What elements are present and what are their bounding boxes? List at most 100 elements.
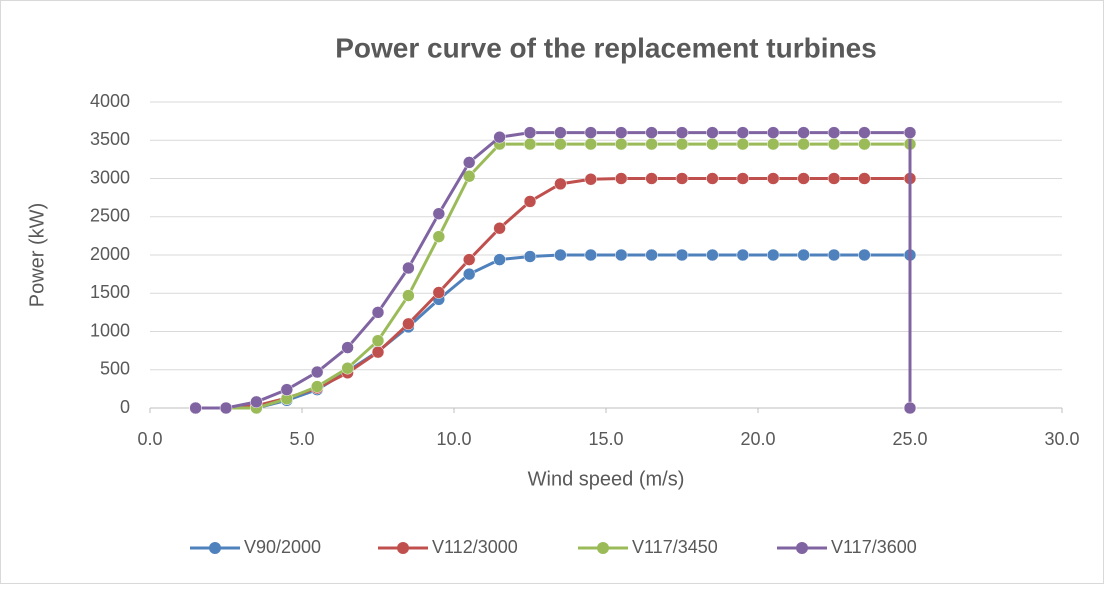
x-tick-label: 30.0 <box>1044 429 1079 449</box>
point <box>736 248 750 262</box>
point <box>341 341 354 354</box>
x-tick-label: 5.0 <box>289 429 314 449</box>
y-tick-label: 3500 <box>90 129 130 149</box>
point <box>462 169 476 183</box>
x-tick-label: 15.0 <box>588 429 623 449</box>
chart-title: Power curve of the replacement turbines <box>335 32 877 63</box>
point <box>858 172 871 185</box>
point <box>645 137 658 151</box>
point <box>310 365 324 379</box>
point <box>614 137 628 151</box>
point <box>797 137 810 151</box>
point <box>706 126 719 139</box>
point <box>250 395 263 409</box>
y-tick-label: 3000 <box>90 167 130 187</box>
point <box>903 401 917 415</box>
point <box>554 137 567 151</box>
point <box>675 172 689 185</box>
point <box>645 126 658 139</box>
point <box>736 126 750 139</box>
point <box>766 126 780 139</box>
point <box>493 253 506 266</box>
point <box>797 248 810 262</box>
point <box>219 401 233 415</box>
y-tick-label: 2500 <box>90 206 130 226</box>
point <box>766 137 780 151</box>
point <box>493 221 506 235</box>
point <box>432 286 446 299</box>
point <box>797 172 810 185</box>
y-tick-label: 0 <box>120 397 130 417</box>
x-tick-label: 20.0 <box>740 429 775 449</box>
point <box>766 172 780 185</box>
point <box>493 130 506 144</box>
point <box>402 289 415 302</box>
y-tick-label: 4000 <box>90 91 130 111</box>
point <box>827 248 841 262</box>
point <box>523 137 537 151</box>
y-axis-label: Power (kW) <box>26 203 48 307</box>
legend-label: V90/2000 <box>244 537 321 557</box>
x-tick-label: 0.0 <box>137 429 162 449</box>
point <box>462 267 476 281</box>
x-tick-label: 10.0 <box>436 429 471 449</box>
point <box>584 248 598 262</box>
point <box>523 126 537 139</box>
legend-marker <box>209 542 221 554</box>
point <box>614 248 628 262</box>
point <box>827 126 841 139</box>
point <box>736 172 750 185</box>
point <box>280 383 294 396</box>
point <box>675 248 689 262</box>
point <box>675 126 689 139</box>
point <box>554 177 567 191</box>
point <box>432 230 446 243</box>
point <box>402 261 415 275</box>
point <box>706 172 719 185</box>
y-tick-label: 1000 <box>90 320 130 340</box>
point <box>432 207 446 220</box>
point <box>554 126 567 139</box>
legend-label: V117/3600 <box>831 537 917 557</box>
point <box>462 156 476 169</box>
legend-marker <box>397 542 409 554</box>
x-tick-label: 25.0 <box>892 429 927 449</box>
point <box>645 172 658 185</box>
point <box>371 345 385 359</box>
point <box>614 126 628 139</box>
legend-label: V117/3450 <box>632 537 718 557</box>
point <box>827 137 841 151</box>
x-axis-label: Wind speed (m/s) <box>528 468 685 490</box>
point <box>310 380 324 393</box>
point <box>903 126 917 139</box>
point <box>858 248 871 262</box>
y-tick-label: 500 <box>100 359 130 379</box>
point <box>675 137 689 151</box>
legend-marker <box>597 542 609 554</box>
y-tick-label: 1500 <box>90 282 130 302</box>
point <box>402 317 415 331</box>
point <box>554 248 567 262</box>
point <box>858 137 871 151</box>
point <box>189 401 202 415</box>
point <box>797 126 810 139</box>
point <box>766 248 780 262</box>
point <box>736 137 750 151</box>
point <box>584 173 598 186</box>
point <box>371 306 385 319</box>
legend-label: V112/3000 <box>432 537 518 557</box>
point <box>827 172 841 185</box>
y-tick-label: 2000 <box>90 244 130 264</box>
legend-marker <box>796 542 808 554</box>
point <box>523 195 537 208</box>
point <box>645 248 658 262</box>
point <box>584 137 598 151</box>
point <box>371 334 385 347</box>
point <box>858 126 871 139</box>
point <box>614 172 628 185</box>
point <box>706 137 719 151</box>
point <box>706 248 719 262</box>
point <box>584 126 598 139</box>
